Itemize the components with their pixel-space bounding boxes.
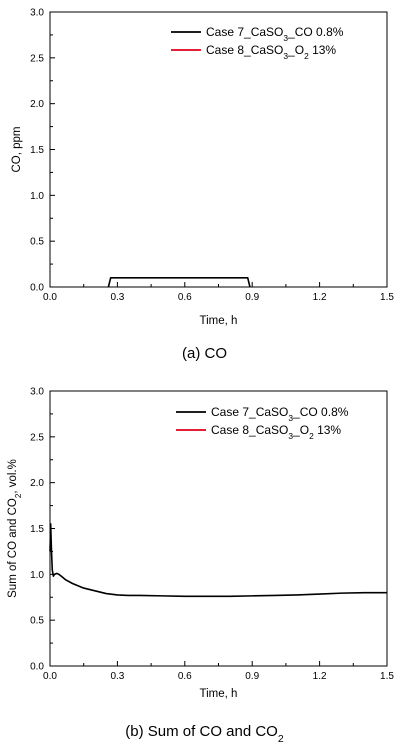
x-tick-label: 1.5 [380,671,394,682]
series-line-1 [107,277,251,288]
y-tick-label: 3.0 [30,8,44,19]
x-tick-label: 0.3 [110,292,124,303]
series-line-1 [49,523,387,598]
x-tick-label: 1.2 [313,292,327,303]
legend: Case 7_CaSO3_CO 0.8%Case 8_CaSO3_O2 13% [176,405,349,441]
x-tick-label: 1.5 [380,292,394,303]
x-tick-label: 1.2 [313,671,327,682]
y-tick-label: 0.0 [30,662,44,673]
x-tick-label: 0.9 [245,292,259,303]
y-tick-label: 0.0 [30,283,44,294]
y-tick-label: 2.5 [30,53,44,64]
y-tick-label: 1.0 [30,570,44,581]
x-tick-label: 0.3 [110,671,124,682]
x-tick-label: 0.0 [43,292,57,303]
y-axis-label: CO, ppm [11,126,23,172]
y-axis-label: Sum of CO and CO2, vol.% [7,459,23,598]
legend-label-1: Case 7_CaSO3_CO 0.8% [211,405,349,423]
y-tick-label: 3.0 [30,387,44,398]
chart-a: 0.0 0.3 0.6 0.9 1.2 1.5 0.0 0.5 1.0 1.5 2.0 2.5 3.0 T… [11,8,394,363]
y-tick-label: 2.0 [30,99,44,110]
x-tick-label: 0.0 [43,671,57,682]
y-tick-label: 2.0 [30,478,44,489]
y-tick-label: 1.5 [30,524,44,535]
chart-caption: (b) Sum of CO and CO2 [125,723,284,745]
legend-label-2: Case 8_CaSO3_O2 13% [206,43,336,61]
y-tick-label: 2.5 [30,432,44,443]
y-tick-label: 0.5 [30,616,44,627]
x-tick-label: 0.6 [178,292,192,303]
y-tick-label: 1.0 [30,191,44,202]
legend-label-2: Case 8_CaSO3_O2 13% [211,423,341,441]
legend: Case 7_CaSO3_CO 0.8%Case 8_CaSO3_O2 13% [171,25,344,61]
chart-caption: (a) CO [182,345,227,362]
chart-b: 0.0 0.3 0.6 0.9 1.2 1.5 0.0 0.5 1.0 1.5 2.0 2.5 3.0 T… [7,387,394,746]
x-axis-label: Time, h [200,688,238,700]
legend-label-1: Case 7_CaSO3_CO 0.8% [206,25,344,43]
y-tick-label: 1.5 [30,145,44,156]
x-tick-label: 0.9 [245,671,259,682]
x-axis-label: Time, h [200,315,238,327]
x-tick-label: 0.6 [178,671,192,682]
y-tick-label: 0.5 [30,237,44,248]
